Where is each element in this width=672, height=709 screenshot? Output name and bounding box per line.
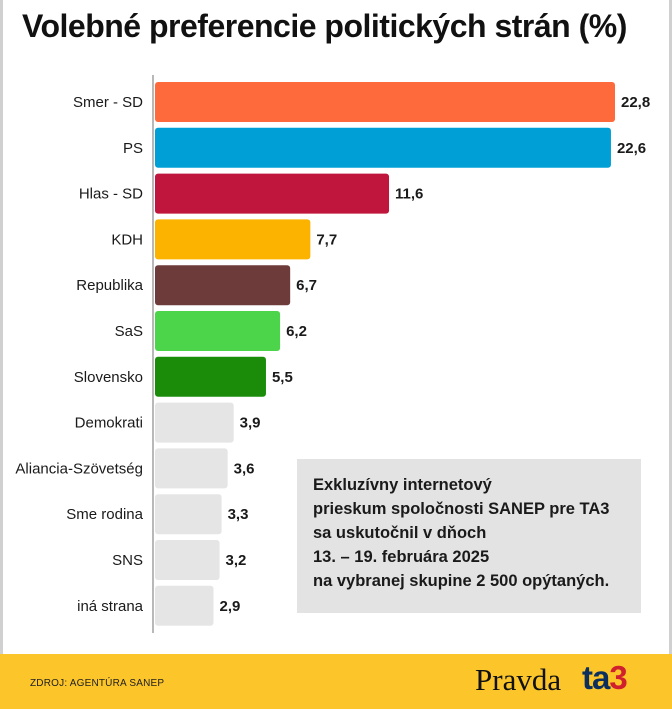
category-label: Aliancia-Szövetség <box>15 460 143 477</box>
bar <box>155 127 611 168</box>
bar <box>155 173 390 214</box>
footer-bar: ZDROJ: AGENTÚRA SANEP Pravda ta3 <box>0 654 672 709</box>
category-label: Hlas - SD <box>79 186 143 203</box>
category-label: PS <box>123 140 143 157</box>
chart-title: Volebné preferencie politických strán (%… <box>22 8 627 44</box>
value-label: 11,6 <box>395 186 423 203</box>
category-label: Slovensko <box>74 369 143 386</box>
category-label: SaS <box>115 323 143 340</box>
category-label: KDH <box>111 231 143 248</box>
value-label: 22,8 <box>621 94 650 111</box>
value-label: 3,3 <box>228 506 249 523</box>
value-label: 6,7 <box>296 277 317 294</box>
note-line: Exkluzívny internetový <box>313 476 492 494</box>
bar <box>155 402 234 443</box>
value-label: 6,2 <box>286 323 307 340</box>
bar-chart: Smer - SD 22,8 PS 22,6 Hlas - SD 11,6 KDH 7,7 Re… <box>15 75 650 633</box>
note-line: sa uskutočnil v dňoch <box>313 524 487 542</box>
value-label: 3,2 <box>226 552 247 569</box>
bar <box>155 494 222 535</box>
note-line: 13. – 19. februára 2025 <box>313 548 490 566</box>
value-label: 3,9 <box>240 415 261 432</box>
value-label: 7,7 <box>316 231 337 248</box>
bar <box>155 311 281 351</box>
bar <box>155 219 311 260</box>
bar <box>155 265 291 306</box>
category-label: Demokrati <box>75 415 143 432</box>
bar <box>155 82 615 122</box>
bar <box>155 540 220 580</box>
note-line: prieskum spoločnosti SANEP pre TA3 <box>313 500 610 518</box>
bar <box>155 356 266 397</box>
bar <box>155 585 214 626</box>
value-label: 22,6 <box>617 140 646 157</box>
ta3-logo: ta3 <box>582 659 628 697</box>
value-label: 5,5 <box>272 369 293 386</box>
pravda-logo: Pravda <box>475 662 562 697</box>
category-label: Republika <box>76 277 143 294</box>
value-label: 3,6 <box>234 460 255 477</box>
value-label: 2,9 <box>220 598 241 615</box>
note-line: na vybranej skupine 2 500 opýtaných. <box>313 572 610 590</box>
bar <box>155 448 228 489</box>
category-label: Smer - SD <box>73 94 143 111</box>
ta3-logo-suffix: 3 <box>609 659 627 696</box>
category-label: SNS <box>112 552 143 569</box>
source-label: ZDROJ: AGENTÚRA SANEP <box>30 678 165 689</box>
category-label: Sme rodina <box>66 506 143 523</box>
category-label: iná strana <box>77 598 144 615</box>
survey-note: Exkluzívny internetový prieskum spoločno… <box>297 459 641 613</box>
ta3-logo-prefix: ta <box>582 659 610 696</box>
